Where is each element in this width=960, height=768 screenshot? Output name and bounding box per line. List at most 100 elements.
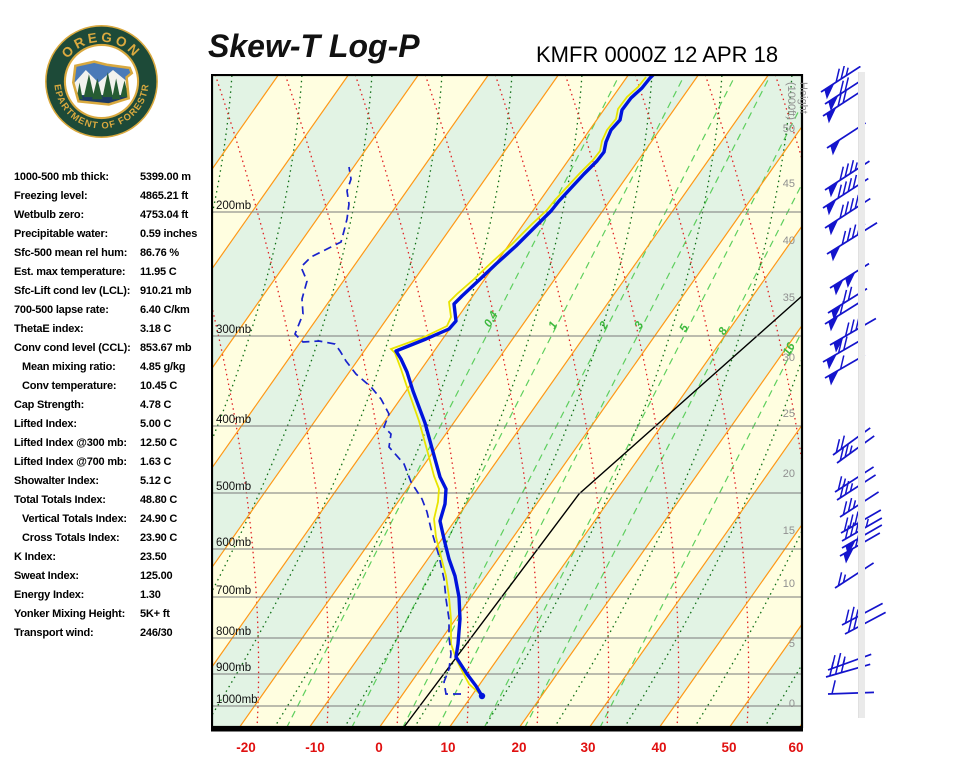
stat-row: K Index: 23.50 (14, 548, 219, 567)
stat-value: 86.76 % (140, 247, 179, 259)
stat-value: 6.40 C/km (140, 304, 190, 316)
wind-barb (824, 77, 865, 112)
svg-text:20: 20 (783, 468, 795, 480)
wind-barb (844, 611, 887, 635)
stat-value: 4753.04 ft (140, 209, 189, 221)
wind-barb (822, 336, 864, 370)
stat-label: Lifted Index @300 mb: (14, 437, 127, 449)
stat-value: 10.45 C (140, 380, 178, 392)
svg-text:40: 40 (783, 235, 795, 247)
stat-value: 5K+ ft (140, 608, 170, 620)
wind-barb (836, 435, 875, 464)
svg-text:20: 20 (511, 740, 526, 755)
stat-row: Total Totals Index: 48.80 C (14, 491, 219, 510)
x-axis-bar (211, 727, 803, 732)
stat-row: Vertical Totals Index: 24.90 C (14, 510, 219, 529)
stat-label: Sfc-Lift cond lev (LCL): (14, 285, 131, 297)
stat-label: Cross Totals Index: (22, 532, 120, 544)
stat-value: 11.95 C (140, 266, 177, 278)
stat-row: Transport wind: 246/30 (14, 624, 219, 643)
dewpoint-trace (294, 166, 461, 695)
stat-value: 1.63 C (140, 456, 172, 468)
stat-label: Sfc-500 mean rel hum: (14, 247, 128, 259)
stat-label: ThetaE index: (14, 323, 84, 335)
wind-barb (826, 221, 878, 262)
svg-text:30: 30 (580, 740, 595, 755)
stat-label: 1000-500 mb thick: (14, 171, 109, 183)
pressure-labels: 200mb 300mb 400mb 500mb 600mb 700mb 800mb 900mb… (216, 200, 258, 706)
wind-barb (829, 316, 877, 353)
svg-text:1000mb: 1000mb (216, 694, 258, 706)
page-title: Skew-T Log-P (208, 28, 420, 64)
stat-row: Mean mixing ratio: 4.85 g/kg (14, 358, 219, 377)
stat-row: Lifted Index @300 mb: 12.50 C (14, 434, 219, 453)
scrollbar-track[interactable] (858, 72, 865, 718)
svg-text:(1000ft): (1000ft) (785, 82, 797, 120)
stat-row: Energy Index: 1.30 (14, 586, 219, 605)
stat-label: Freezing level: (14, 190, 88, 202)
svg-text:0: 0 (375, 740, 383, 755)
stat-row: Conv cond level (CCL): 853.67 mb (14, 339, 219, 358)
wind-barb (822, 89, 863, 124)
svg-text:30: 30 (783, 352, 795, 364)
svg-text:500mb: 500mb (216, 481, 251, 493)
svg-text:800mb: 800mb (216, 626, 251, 638)
wind-barb (834, 562, 875, 589)
svg-text:200mb: 200mb (216, 200, 251, 212)
stat-label: Total Totals Index: (14, 494, 106, 506)
svg-text:400mb: 400mb (216, 414, 251, 426)
temp-axis-labels: -20 -10 0 10 20 30 40 50 60 (236, 740, 803, 755)
wind-barb-column (820, 66, 887, 695)
stat-label: Vertical Totals Index: (22, 513, 127, 525)
stat-row: Freezing level: 4865.21 ft (14, 187, 219, 206)
skewt-chart: 0.4 1 2 3 5 816200mb300mb400mb500mb600mb700mb… (211, 74, 809, 755)
svg-text:-10: -10 (305, 740, 325, 755)
svg-text:1: 1 (547, 320, 561, 332)
stat-row: Sweat Index: 125.00 (14, 567, 219, 586)
wind-barb (836, 474, 877, 501)
svg-text:0: 0 (789, 698, 795, 710)
svg-text:-20: -20 (236, 740, 256, 755)
logo-state-outline (71, 60, 134, 106)
logo-state-scene (73, 61, 132, 105)
stat-row: Showalter Index: 5.12 C (14, 472, 219, 491)
stat-label: Conv temperature: (22, 380, 117, 392)
odf-logo-icon: OREGON DEPARTMENT OF FORESTRY (44, 24, 158, 138)
stat-row: Lifted Index: 5.00 C (14, 415, 219, 434)
wind-barb (824, 298, 865, 332)
mixing-ratio-lines (285, 74, 803, 728)
svg-text:50: 50 (721, 740, 736, 755)
stat-label: Energy Index: (14, 589, 85, 601)
svg-text:700mb: 700mb (216, 585, 251, 597)
stat-label: Sweat Index: (14, 570, 79, 582)
stat-label: 700-500 lapse rate: (14, 304, 109, 316)
stat-label: Wetbulb zero: (14, 209, 84, 221)
stat-row: Est. max temperature: 11.95 C (14, 263, 219, 282)
stat-label: Est. max temperature: (14, 266, 126, 278)
station-id: KMFR 0000Z 12 APR 18 (536, 42, 779, 67)
height-axis-caption: Height(1000ft) (785, 82, 809, 120)
moist-adiabats (211, 74, 803, 728)
stat-label: Transport wind: (14, 627, 94, 639)
stat-row: Lifted Index @700 mb: 1.63 C (14, 453, 219, 472)
stat-label: Cap Strength: (14, 399, 85, 411)
stat-label: Showalter Index: (14, 475, 99, 487)
stat-value: 3.18 C (140, 323, 172, 335)
stat-label: Conv cond level (CCL): (14, 342, 131, 354)
svg-text:40: 40 (651, 740, 666, 755)
svg-text:35: 35 (783, 292, 795, 304)
surface-point (478, 692, 486, 700)
stat-row: Yonker Mixing Height: 5K+ ft (14, 605, 219, 624)
svg-text:15: 15 (783, 525, 795, 537)
temperature-trace (394, 74, 656, 698)
temperature-bands (211, 74, 803, 728)
svg-text:45: 45 (783, 178, 795, 190)
stat-row: 1000-500 mb thick: 5399.00 m (14, 168, 219, 187)
stat-value: 5399.00 m (140, 171, 191, 183)
stat-label: K Index: (14, 551, 56, 563)
wind-barb (820, 66, 861, 100)
svg-text:25: 25 (783, 408, 795, 420)
svg-text:60: 60 (788, 740, 803, 755)
